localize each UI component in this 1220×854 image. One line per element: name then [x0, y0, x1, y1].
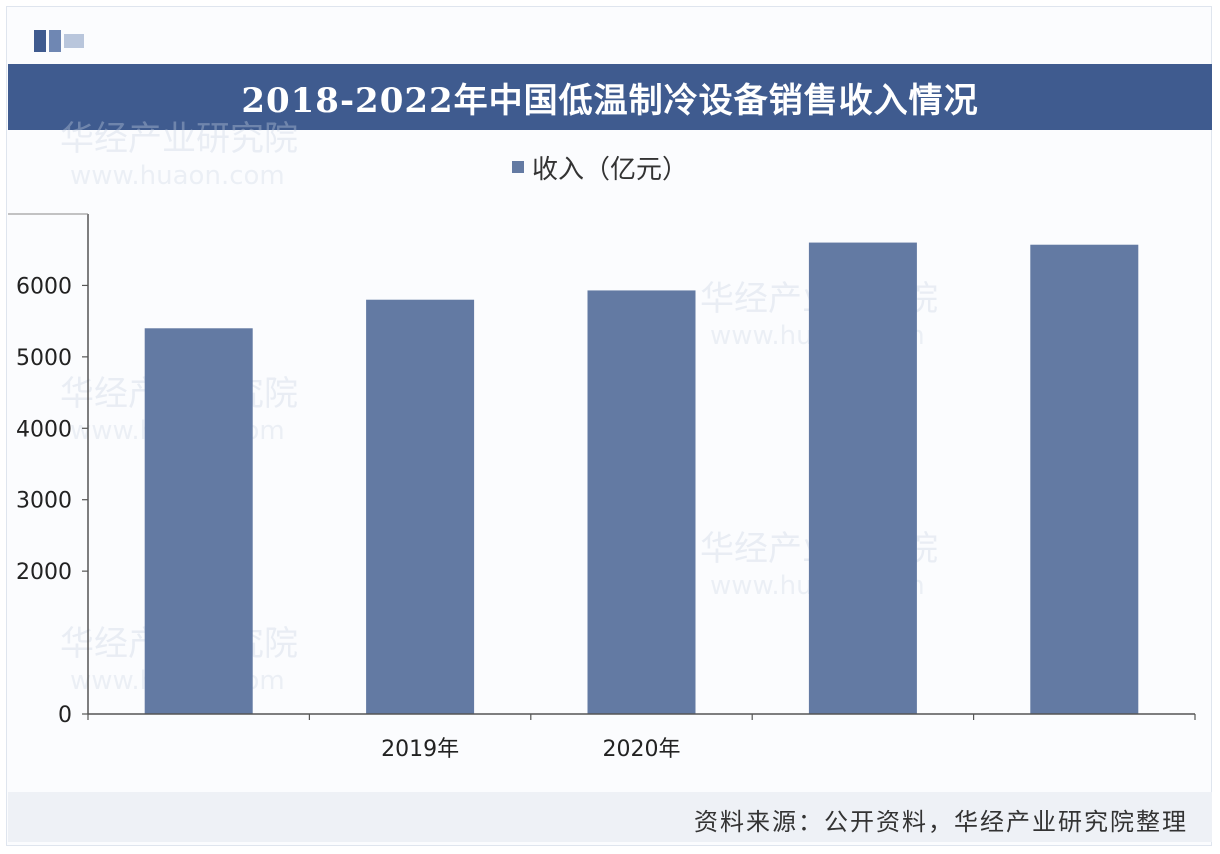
- chart-title: 2018-2022年中国低温制冷设备销售收入情况: [241, 80, 979, 121]
- bar-2021年: [808, 242, 917, 715]
- y-tick-label: 2000: [16, 560, 72, 585]
- watermark-url: www.huaon.com: [70, 161, 285, 191]
- y-tick-label: 0: [58, 703, 72, 728]
- y-tick-label: 5000: [16, 346, 72, 371]
- x-tick-label: 2020年: [603, 737, 681, 762]
- y-tick-label: 4000: [16, 417, 72, 442]
- logo-icon: [34, 30, 84, 52]
- legend-label: 收入（亿元）: [532, 154, 689, 185]
- bar-2022年: [1030, 244, 1139, 714]
- source-bar: 资料来源：公开资料，华经产业研究院整理: [8, 792, 1212, 842]
- y-tick-label: 3000: [16, 489, 72, 514]
- source-note: 资料来源：公开资料，华经产业研究院整理: [694, 808, 1188, 836]
- y-tick-label: 6000: [16, 274, 72, 299]
- bar-2020年: [587, 290, 696, 714]
- bar-2019年: [366, 299, 475, 714]
- legend-swatch: [512, 161, 524, 173]
- watermark-brand: 华经产业研究院: [60, 119, 298, 159]
- bar-2018年: [144, 328, 253, 714]
- legend: 收入（亿元）: [512, 150, 689, 185]
- title-bar: 2018-2022年中国低温制冷设备销售收入情况: [8, 64, 1212, 130]
- x-tick-label: 2019年: [381, 737, 459, 762]
- plot-area: 0 2000 3000 4000 5000 6000 2019年 2020年: [8, 213, 1196, 762]
